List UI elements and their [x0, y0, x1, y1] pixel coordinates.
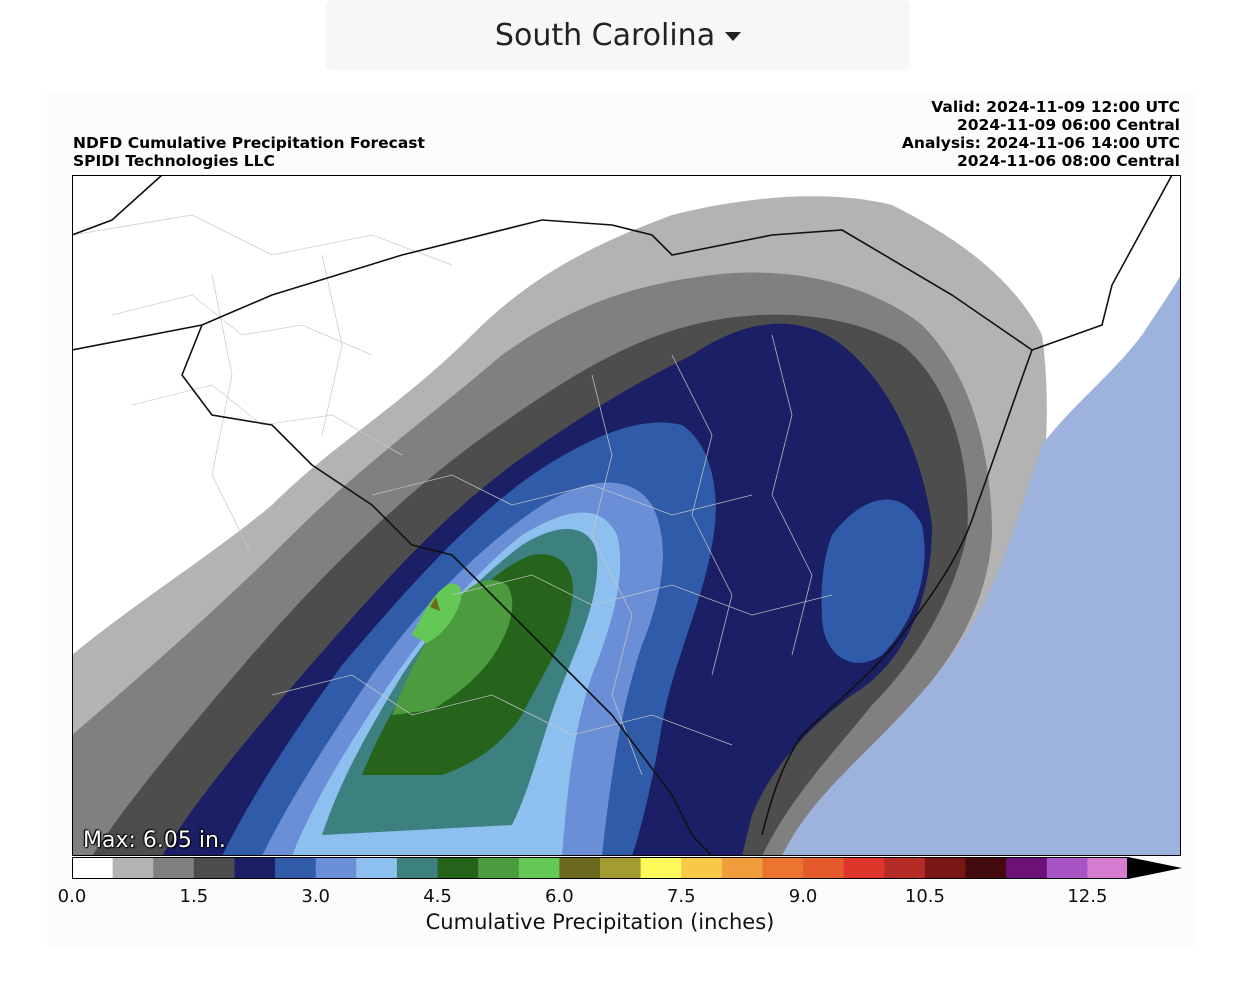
map-title-block: NDFD Cumulative Precipitation Forecast SP…: [73, 134, 425, 170]
state-lines: [72, 175, 1173, 856]
colorbar-tick-label: 4.5: [423, 886, 452, 907]
precip-band-2.5-east: [821, 499, 925, 663]
colorbar-bin: [1087, 857, 1129, 879]
colorbar-bin: [965, 857, 1007, 879]
colorbar-bin: [193, 857, 235, 879]
colorbar-tick-label: 7.5: [666, 886, 696, 907]
colorbar-tick-label: 10.5: [904, 886, 945, 907]
colorbar-tick-label: 6.0: [545, 886, 574, 907]
colorbar-tick-label: 12.5: [1067, 886, 1108, 907]
precip-band-5.5: [412, 583, 462, 643]
colorbar-bin: [153, 857, 195, 879]
colorbar-bin: [72, 857, 114, 879]
colorbar-bin: [1046, 857, 1088, 879]
colorbar-bin: [356, 857, 398, 879]
state-dropdown[interactable]: South Carolina: [326, 0, 910, 70]
colorbar-bin: [518, 857, 560, 879]
colorbar-bin: [275, 857, 317, 879]
colorbar-bin: [681, 857, 723, 879]
colorbar-outline: [72, 857, 1128, 879]
colorbar-tick-label: 9.0: [788, 886, 818, 907]
colorbar-tick-label: 1.5: [179, 886, 209, 907]
colorbar-bin: [884, 857, 926, 879]
colorbar-bin: [600, 857, 642, 879]
precip-band-5.0: [392, 580, 513, 715]
coastline: [761, 349, 1033, 836]
colorbar-bin: [762, 857, 804, 879]
state-dropdown-label: South Carolina: [494, 17, 716, 53]
colorbar-bin: [315, 857, 357, 879]
colorbar-bin: [112, 857, 154, 879]
analysis-utc: Analysis: 2024-11-06 14:00 UTC: [901, 134, 1180, 152]
chevron-down-icon: [725, 31, 742, 41]
colorbar: [72, 857, 1182, 879]
colorbar-bin: [803, 857, 845, 879]
analysis-central: 2024-11-06 08:00 Central: [956, 152, 1180, 170]
precip-max-spot: [430, 597, 440, 611]
colorbar-bin: [924, 857, 967, 879]
colorbar-bin: [396, 857, 439, 879]
colorbar-bin: [478, 857, 520, 879]
colorbar-bin: [640, 857, 682, 879]
map-timestamps: Valid: 2024-11-09 12:00 UTC 2024-11-09 06…: [902, 98, 1180, 170]
colorbar-bin: [843, 857, 885, 879]
precipitation-map: [72, 175, 1181, 856]
colorbar-bin: [559, 857, 601, 879]
colorbar-tick-label: 3.0: [301, 886, 331, 907]
ocean: [782, 275, 1181, 856]
colorbar-label: Cumulative Precipitation (inches): [425, 910, 775, 934]
colorbar-bin: [234, 857, 276, 879]
map-title: NDFD Cumulative Precipitation Forecast: [73, 134, 425, 152]
max-precip-label: Max: 6.05 in.: [83, 828, 226, 853]
colorbar-bin: [437, 857, 479, 879]
colorbar-tick-label: 0.0: [57, 886, 87, 907]
valid-central: 2024-11-09 06:00 Central: [956, 116, 1180, 134]
colorbar-bin: [1006, 857, 1048, 879]
county-lines: [72, 214, 833, 776]
map-credit: SPIDI Technologies LLC: [73, 152, 275, 170]
colorbar-extend-arrow: [1128, 857, 1182, 879]
colorbar-bin: [721, 857, 763, 879]
valid-utc: Valid: 2024-11-09 12:00 UTC: [931, 98, 1180, 116]
